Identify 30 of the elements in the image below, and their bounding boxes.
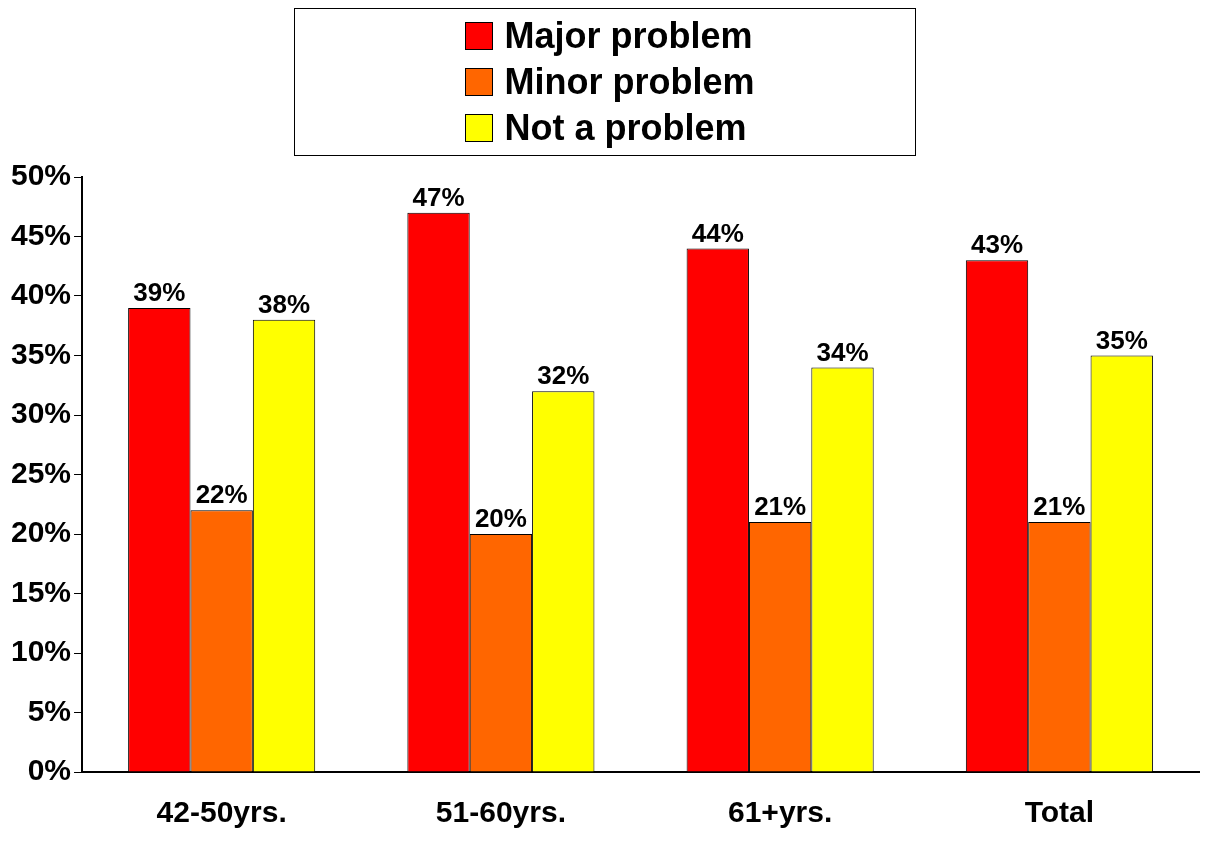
- data-label: 38%: [258, 288, 311, 319]
- y-tick-label: 35%: [11, 336, 72, 370]
- x-tick-label: 61+yrs.: [728, 795, 833, 829]
- data-label: 20%: [474, 503, 527, 534]
- y-tick-label: 50%: [11, 158, 72, 192]
- x-tick-label: Total: [1024, 795, 1095, 829]
- y-tick-label: 20%: [11, 515, 72, 549]
- data-label: 43%: [970, 229, 1024, 260]
- data-label: 34%: [816, 336, 869, 367]
- y-tick-label: 0%: [27, 753, 72, 787]
- data-label: 21%: [754, 491, 807, 522]
- y-tick-label: 10%: [11, 634, 72, 668]
- y-tick-label: 40%: [11, 277, 72, 311]
- data-label: 32%: [537, 360, 590, 391]
- y-tick-label: 30%: [11, 396, 72, 430]
- y-tick-label: 15%: [11, 574, 72, 608]
- data-label: 21%: [1033, 491, 1086, 522]
- legend-label: Minor problem: [504, 61, 755, 103]
- y-tick-label: 45%: [11, 217, 72, 251]
- y-tick-label: 5%: [27, 693, 72, 727]
- x-tick-label: 42-50yrs.: [156, 795, 287, 829]
- legend-label: Not a problem: [504, 107, 747, 149]
- data-label: 47%: [412, 181, 465, 212]
- legend-label: Major problem: [504, 15, 753, 57]
- y-tick-label: 25%: [11, 455, 72, 489]
- data-label: 22%: [195, 479, 248, 510]
- x-tick-label: 51-60yrs.: [435, 795, 566, 829]
- data-label: 35%: [1095, 324, 1148, 355]
- data-label: 39%: [133, 277, 186, 308]
- data-label: 44%: [691, 217, 744, 248]
